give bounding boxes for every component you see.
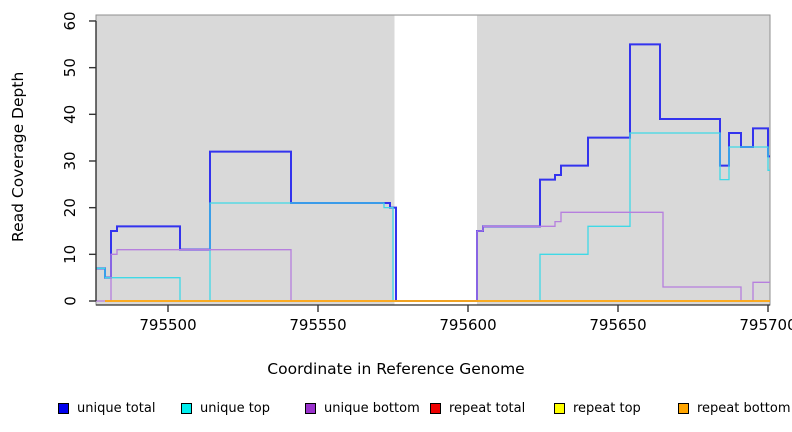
y-tick-label: 30: [61, 151, 79, 170]
series-unique-top: [96, 132, 770, 302]
x-tick-label: 795550: [289, 316, 346, 334]
legend-item-unique-total: unique total: [58, 399, 155, 417]
legend-item-repeat-bottom: repeat bottom: [678, 399, 791, 417]
x-tick-label: 795650: [589, 316, 646, 334]
legend-item-repeat-top: repeat top: [554, 399, 641, 417]
x-axis-title: Coordinate in Reference Genome: [267, 360, 525, 378]
x-tick-label: 795500: [139, 316, 196, 334]
series-unique-bottom: [96, 211, 770, 302]
x-tick-label: 795700: [739, 316, 792, 334]
legend-item-repeat-total: repeat total: [430, 399, 525, 417]
legend-label: repeat bottom: [697, 400, 791, 416]
legend-swatch-icon: [554, 402, 565, 414]
legend-item-unique-top: unique top: [181, 399, 270, 417]
series-unique-total: [96, 43, 770, 302]
legend-label: unique bottom: [324, 400, 420, 416]
legend-label: unique top: [200, 400, 271, 416]
legend-swatch-icon: [430, 402, 441, 414]
legend-label: unique total: [77, 400, 156, 416]
legend: unique total unique top unique bottom repea…: [0, 399, 792, 421]
y-tick-label: 0: [61, 296, 79, 306]
legend-label: repeat total: [449, 400, 526, 416]
y-tick-label: 20: [61, 198, 79, 217]
legend-swatch-icon: [305, 402, 316, 414]
legend-swatch-icon: [181, 402, 192, 414]
unshaded-region: [394, 15, 477, 305]
y-tick-label: 40: [61, 105, 79, 124]
y-tick-label: 60: [61, 11, 79, 30]
legend-swatch-icon: [58, 402, 69, 414]
legend-swatch-icon: [678, 402, 689, 414]
legend-item-unique-bottom: unique bottom: [305, 399, 420, 417]
x-tick-label: 795600: [439, 316, 496, 334]
y-tick-label: 50: [61, 58, 79, 77]
y-tick-label: 10: [61, 245, 79, 264]
legend-label: repeat top: [573, 400, 641, 416]
y-axis-title: Read Coverage Depth: [9, 71, 27, 242]
